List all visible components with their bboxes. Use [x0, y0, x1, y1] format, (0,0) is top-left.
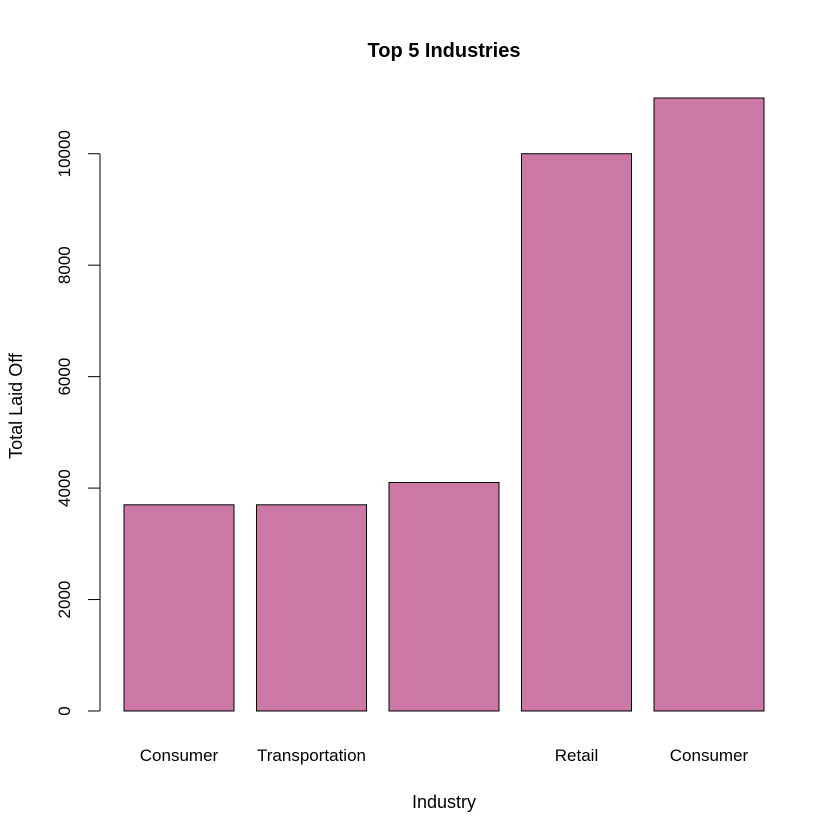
bar [521, 153, 632, 712]
bar [388, 482, 500, 712]
y-tick-label: 4000 [55, 469, 74, 507]
y-tick-label: 2000 [55, 581, 74, 619]
y-tick-label: 8000 [55, 246, 74, 284]
x-tick-label: Retail [555, 746, 598, 765]
bars-group [123, 97, 765, 712]
bar [123, 504, 235, 712]
chart-title: Top 5 Industries [368, 40, 521, 62]
y-tick-label: 10000 [55, 130, 74, 177]
bar [256, 504, 367, 712]
y-tick-label: 6000 [55, 358, 74, 396]
y-axis: 0 2000 4000 6000 8000 10000 [55, 130, 101, 716]
x-tick-labels: Consumer Transportation Retail Consumer [140, 746, 749, 765]
y-tick-label: 0 [55, 706, 74, 715]
y-axis-label: Total Laid Off [6, 352, 26, 459]
x-tick-label: Consumer [140, 746, 219, 765]
x-tick-label: Transportation [257, 746, 366, 765]
x-tick-label: Consumer [670, 746, 749, 765]
bar [653, 97, 765, 712]
x-axis-label: Industry [412, 792, 476, 812]
